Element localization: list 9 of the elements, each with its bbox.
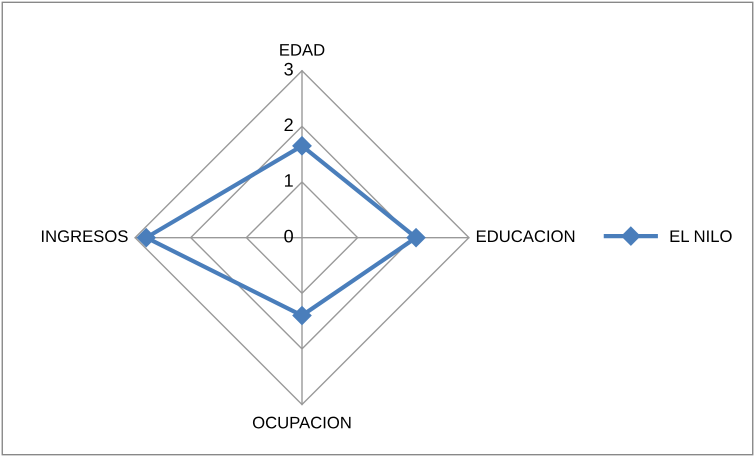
legend-label: EL NILO (670, 230, 732, 242)
spoke-label: EDUCACION (476, 230, 574, 242)
spoke-label: INGRESOS (42, 230, 128, 242)
spoke-label: EDAD (280, 44, 324, 56)
y-tick-label: 2 (284, 118, 293, 132)
y-tick-label: 3 (284, 62, 293, 76)
y-tick-label: 0 (284, 230, 293, 242)
y-tick-label: 1 (284, 174, 293, 187)
spoke-label: OCUPACION (252, 416, 350, 428)
